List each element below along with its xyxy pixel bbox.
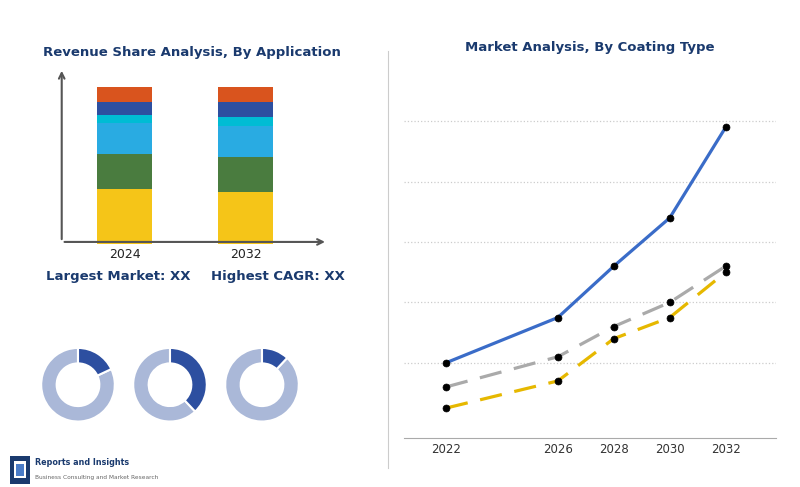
FancyBboxPatch shape bbox=[14, 462, 26, 478]
Title: Revenue Share Analysis, By Application: Revenue Share Analysis, By Application bbox=[43, 46, 341, 59]
Bar bbox=[98, 115, 152, 123]
Text: Business Consulting and Market Research: Business Consulting and Market Research bbox=[35, 475, 158, 480]
Bar bbox=[218, 192, 273, 244]
Bar bbox=[218, 87, 273, 102]
Wedge shape bbox=[226, 348, 298, 422]
Text: Reports and Insights: Reports and Insights bbox=[35, 458, 130, 467]
Bar bbox=[98, 123, 152, 154]
Bar bbox=[98, 154, 152, 188]
Wedge shape bbox=[134, 348, 195, 422]
Bar bbox=[98, 102, 152, 115]
Wedge shape bbox=[262, 348, 287, 369]
Bar bbox=[98, 188, 152, 244]
Bar bbox=[218, 126, 273, 157]
Bar bbox=[218, 157, 273, 192]
Bar bbox=[218, 102, 273, 116]
Bar bbox=[218, 116, 273, 126]
Title: Market Analysis, By Coating Type: Market Analysis, By Coating Type bbox=[466, 41, 714, 54]
Wedge shape bbox=[42, 348, 114, 422]
Wedge shape bbox=[78, 348, 111, 375]
FancyBboxPatch shape bbox=[10, 456, 30, 484]
Bar bbox=[98, 87, 152, 102]
Text: Largest Market: XX: Largest Market: XX bbox=[46, 270, 190, 283]
Text: GLOBAL HEAT SEAL COATING MARKET SEGMENT ANALYSIS: GLOBAL HEAT SEAL COATING MARKET SEGMENT … bbox=[12, 20, 493, 36]
Text: Highest CAGR: XX: Highest CAGR: XX bbox=[211, 270, 345, 283]
FancyBboxPatch shape bbox=[16, 464, 24, 476]
Wedge shape bbox=[170, 348, 206, 412]
